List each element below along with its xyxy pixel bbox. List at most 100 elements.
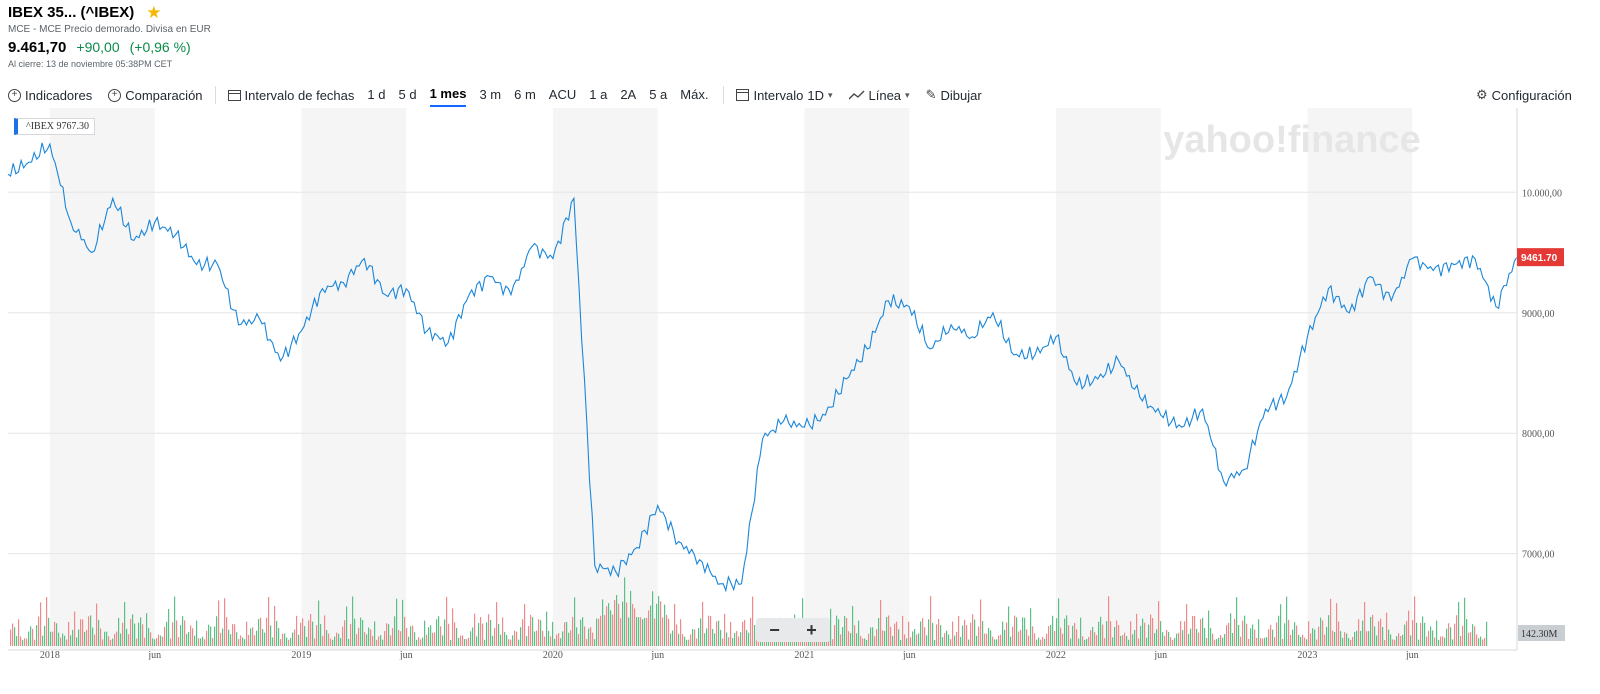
volume-bar bbox=[484, 639, 486, 646]
range-5d[interactable]: 5 d bbox=[398, 86, 417, 102]
volume-bar bbox=[376, 639, 378, 646]
settings-button[interactable]: ⚙ Configuración bbox=[1476, 87, 1572, 103]
volume-bar bbox=[246, 621, 248, 646]
range-1mes[interactable]: 1 mes bbox=[429, 84, 467, 107]
volume-bar bbox=[694, 629, 696, 646]
volume-bar bbox=[254, 635, 256, 646]
draw-button[interactable]: ✎ Dibujar bbox=[926, 87, 982, 103]
range-6m[interactable]: 6 m bbox=[514, 86, 536, 102]
chart-type-button[interactable]: Línea ▾ bbox=[848, 88, 910, 103]
volume-bar bbox=[1380, 618, 1382, 646]
volume-bar bbox=[248, 634, 250, 646]
comparison-button[interactable]: + Comparación bbox=[108, 87, 203, 103]
volume-label: 142.30M bbox=[1518, 625, 1565, 641]
volume-bar bbox=[1174, 638, 1176, 646]
volume-bar bbox=[910, 637, 912, 646]
volume-bar bbox=[498, 623, 500, 646]
volume-bar bbox=[1358, 619, 1360, 646]
volume-bar bbox=[534, 631, 536, 646]
volume-bar bbox=[666, 614, 668, 646]
indicators-label: Indicadores bbox=[25, 87, 93, 103]
volume-bar bbox=[118, 617, 120, 646]
volume-bar bbox=[1478, 638, 1480, 646]
volume-bar bbox=[730, 621, 732, 646]
volume-bar bbox=[140, 617, 142, 646]
volume-bar bbox=[1460, 636, 1462, 646]
volume-bar bbox=[1414, 596, 1416, 646]
legend-value: 9767.30 bbox=[56, 121, 90, 132]
volume-bar bbox=[1040, 639, 1042, 646]
volume-bar bbox=[630, 590, 632, 646]
calendar-icon bbox=[227, 90, 241, 101]
volume-bar bbox=[22, 639, 24, 646]
volume-bar bbox=[1190, 628, 1192, 646]
volume-bar bbox=[866, 639, 868, 646]
volume-bar bbox=[668, 618, 670, 646]
volume-bar bbox=[44, 625, 46, 646]
y-tick-label: 10.000,00 bbox=[1522, 188, 1562, 199]
indicators-button[interactable]: + Indicadores bbox=[8, 88, 92, 103]
range-2a[interactable]: 2A bbox=[620, 86, 637, 102]
volume-bar bbox=[144, 637, 146, 646]
volume-bar bbox=[894, 623, 896, 646]
price-series bbox=[7, 142, 1525, 593]
volume-bar bbox=[1042, 636, 1044, 646]
interval-button[interactable]: Intervalo 1D ▾ bbox=[736, 88, 833, 103]
volume-bar bbox=[1086, 638, 1088, 646]
volume-bar bbox=[1254, 629, 1256, 646]
volume-bar bbox=[1100, 616, 1102, 646]
volume-bar bbox=[192, 628, 194, 646]
period-band bbox=[552, 108, 658, 650]
volume-bar bbox=[1118, 625, 1120, 646]
range-1a[interactable]: 1 a bbox=[589, 86, 608, 102]
period-band bbox=[1307, 108, 1413, 650]
volume-bar bbox=[536, 630, 538, 646]
volume-bar bbox=[210, 626, 212, 646]
volume-bar bbox=[470, 631, 472, 646]
star-icon[interactable]: ★ bbox=[146, 3, 162, 22]
volume-bar bbox=[1348, 638, 1350, 646]
volume-bar bbox=[94, 634, 96, 646]
volume-bar bbox=[320, 623, 322, 646]
volume-bar bbox=[724, 613, 726, 646]
volume-bar bbox=[976, 635, 978, 646]
volume-bar bbox=[634, 608, 636, 646]
comparison-label: Comparación bbox=[125, 87, 203, 103]
volume-bar bbox=[1028, 635, 1030, 646]
volume-bar bbox=[1388, 629, 1390, 646]
volume-bar bbox=[966, 625, 968, 646]
range-3m[interactable]: 3 m bbox=[479, 86, 502, 102]
volume-bar bbox=[1144, 622, 1146, 646]
volume-bar bbox=[396, 598, 398, 646]
volume-bar bbox=[648, 610, 650, 646]
volume-bar bbox=[1256, 637, 1258, 646]
volume-bar bbox=[992, 636, 994, 646]
volume-bar bbox=[86, 629, 88, 646]
range-5a[interactable]: 5 a bbox=[649, 86, 668, 102]
volume-bar bbox=[1416, 622, 1418, 646]
zoom-in-icon[interactable]: + bbox=[806, 619, 817, 640]
x-tick-label: jun bbox=[1405, 650, 1419, 660]
volume-bar bbox=[208, 624, 210, 646]
volume-bars bbox=[10, 577, 1488, 646]
volume-bar bbox=[340, 638, 342, 646]
date-range-button[interactable]: Intervalo de fechas bbox=[227, 88, 354, 103]
volume-bar bbox=[336, 632, 338, 646]
range-1d[interactable]: 1 d bbox=[367, 86, 386, 102]
volume-bar bbox=[1310, 633, 1312, 646]
volume-bar bbox=[454, 622, 456, 646]
zoom-out-icon[interactable]: − bbox=[769, 619, 780, 640]
volume-bar bbox=[392, 628, 394, 646]
volume-bar bbox=[462, 635, 464, 646]
price-chart[interactable]: yahoo!finance 10.000,00 9000,00 8000,00 700… bbox=[0, 108, 1600, 660]
volume-bar bbox=[1080, 617, 1082, 646]
range-acu[interactable]: ACU bbox=[548, 86, 577, 102]
range-max[interactable]: Máx. bbox=[680, 86, 709, 102]
volume-bar bbox=[314, 638, 316, 646]
volume-bar bbox=[884, 630, 886, 646]
volume-bar bbox=[306, 636, 308, 646]
volume-bar bbox=[912, 631, 914, 646]
divider bbox=[723, 86, 725, 104]
volume-bar bbox=[1274, 637, 1276, 646]
volume-bar bbox=[604, 615, 606, 646]
